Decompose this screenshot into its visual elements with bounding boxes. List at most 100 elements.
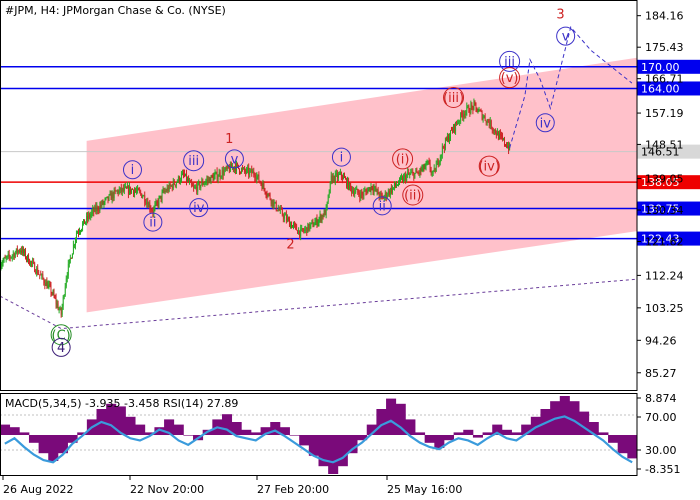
- current-price-line: 146.51: [0, 144, 700, 159]
- candle-body: [506, 145, 507, 148]
- price-tick-label: 85.27: [645, 367, 677, 380]
- candle-body: [83, 219, 85, 224]
- candle-body: [171, 185, 173, 189]
- candle-body: [417, 172, 419, 174]
- candle-body: [356, 188, 358, 190]
- candle-body: [208, 178, 210, 181]
- candle-body: [476, 107, 478, 113]
- candle-body: [324, 210, 326, 216]
- candle-body: [206, 179, 208, 182]
- candle-body: [264, 188, 266, 193]
- candle-body: [328, 192, 330, 196]
- candle-body: [173, 180, 175, 185]
- candle-body: [288, 218, 289, 220]
- candle-body: [151, 210, 153, 212]
- candle-body: [385, 192, 387, 198]
- candle-body: [26, 257, 27, 259]
- candle-body: [312, 221, 314, 227]
- candle-body: [391, 188, 392, 193]
- candle-body: [88, 214, 90, 219]
- macd-bar: [337, 435, 348, 467]
- candle-body: [146, 202, 148, 204]
- candle-body: [31, 261, 33, 263]
- candle-body: [505, 144, 506, 146]
- macd-tick-label: 70.00: [645, 411, 677, 424]
- candle-body: [15, 248, 17, 253]
- candle-body: [454, 124, 456, 131]
- candle-body: [115, 190, 117, 192]
- candle-body: [78, 232, 79, 234]
- candle-body: [60, 307, 62, 315]
- trend-channel: [86, 57, 637, 313]
- candle-body: [70, 258, 72, 259]
- candle-body: [325, 207, 327, 216]
- wave-label: v: [231, 152, 239, 167]
- candle-body: [485, 120, 487, 123]
- candle-body: [7, 254, 9, 256]
- candle-body: [65, 278, 67, 287]
- candle-body: [490, 120, 492, 129]
- candle-body: [2, 261, 4, 264]
- candle-body: [386, 195, 388, 198]
- candle-body: [21, 250, 22, 253]
- candle-body: [5, 257, 7, 259]
- candle-body: [250, 169, 252, 171]
- candle-body: [184, 174, 185, 176]
- wave-label: (iii): [443, 91, 464, 106]
- candle-body: [193, 186, 195, 188]
- candle-body: [199, 182, 201, 188]
- macd-bar: [569, 401, 580, 435]
- candle-body: [425, 162, 427, 167]
- candle-body: [58, 309, 60, 311]
- candle-body: [128, 186, 129, 194]
- macd-bar: [366, 424, 377, 435]
- candle-body: [331, 175, 333, 182]
- candle-body: [252, 171, 254, 174]
- macd-bar: [492, 424, 503, 435]
- candle-body: [9, 256, 11, 258]
- candle-body: [397, 185, 398, 186]
- candle-body: [499, 133, 500, 140]
- candle-body: [281, 209, 283, 216]
- candle-body: [10, 257, 12, 258]
- candle-body: [137, 188, 139, 191]
- candle-body: [475, 103, 477, 108]
- wave-label: iv: [540, 116, 552, 131]
- wave-circle: [402, 184, 424, 206]
- candle-body: [437, 160, 439, 165]
- candle-body: [200, 185, 202, 188]
- candle-body: [59, 307, 61, 310]
- candle-body: [150, 209, 152, 211]
- macd-bar: [241, 429, 252, 435]
- candle-body: [189, 181, 191, 183]
- candle-body: [69, 258, 71, 260]
- candle-body: [389, 188, 391, 195]
- candle-body: [47, 284, 49, 289]
- candle-body: [347, 179, 348, 187]
- candle-body: [465, 111, 467, 115]
- candle-body: [106, 196, 108, 198]
- candle-body: [96, 206, 98, 211]
- candle-body: [190, 181, 192, 182]
- level-label-box: [637, 81, 700, 96]
- wave-circle: [331, 147, 351, 167]
- candle-body: [147, 202, 149, 208]
- candle-body: [195, 187, 197, 188]
- candle-body: [261, 184, 263, 189]
- candle-body: [210, 175, 212, 183]
- candle-body: [74, 244, 75, 246]
- candle-body: [214, 173, 216, 176]
- candle-body: [457, 123, 459, 125]
- candle-body: [311, 221, 313, 223]
- macd-bar: [482, 432, 493, 435]
- macd-panel: 8.874 70.00 30.00 -8.351: [0, 392, 680, 476]
- forecast-line: [509, 26, 633, 149]
- candle-body: [275, 202, 277, 210]
- candle-body: [35, 271, 37, 274]
- candle-body: [42, 274, 44, 279]
- candle-body: [131, 189, 132, 193]
- macd-bar: [617, 435, 628, 454]
- candle-body: [403, 176, 405, 182]
- candle-body: [315, 218, 317, 223]
- macd-bar: [289, 435, 300, 436]
